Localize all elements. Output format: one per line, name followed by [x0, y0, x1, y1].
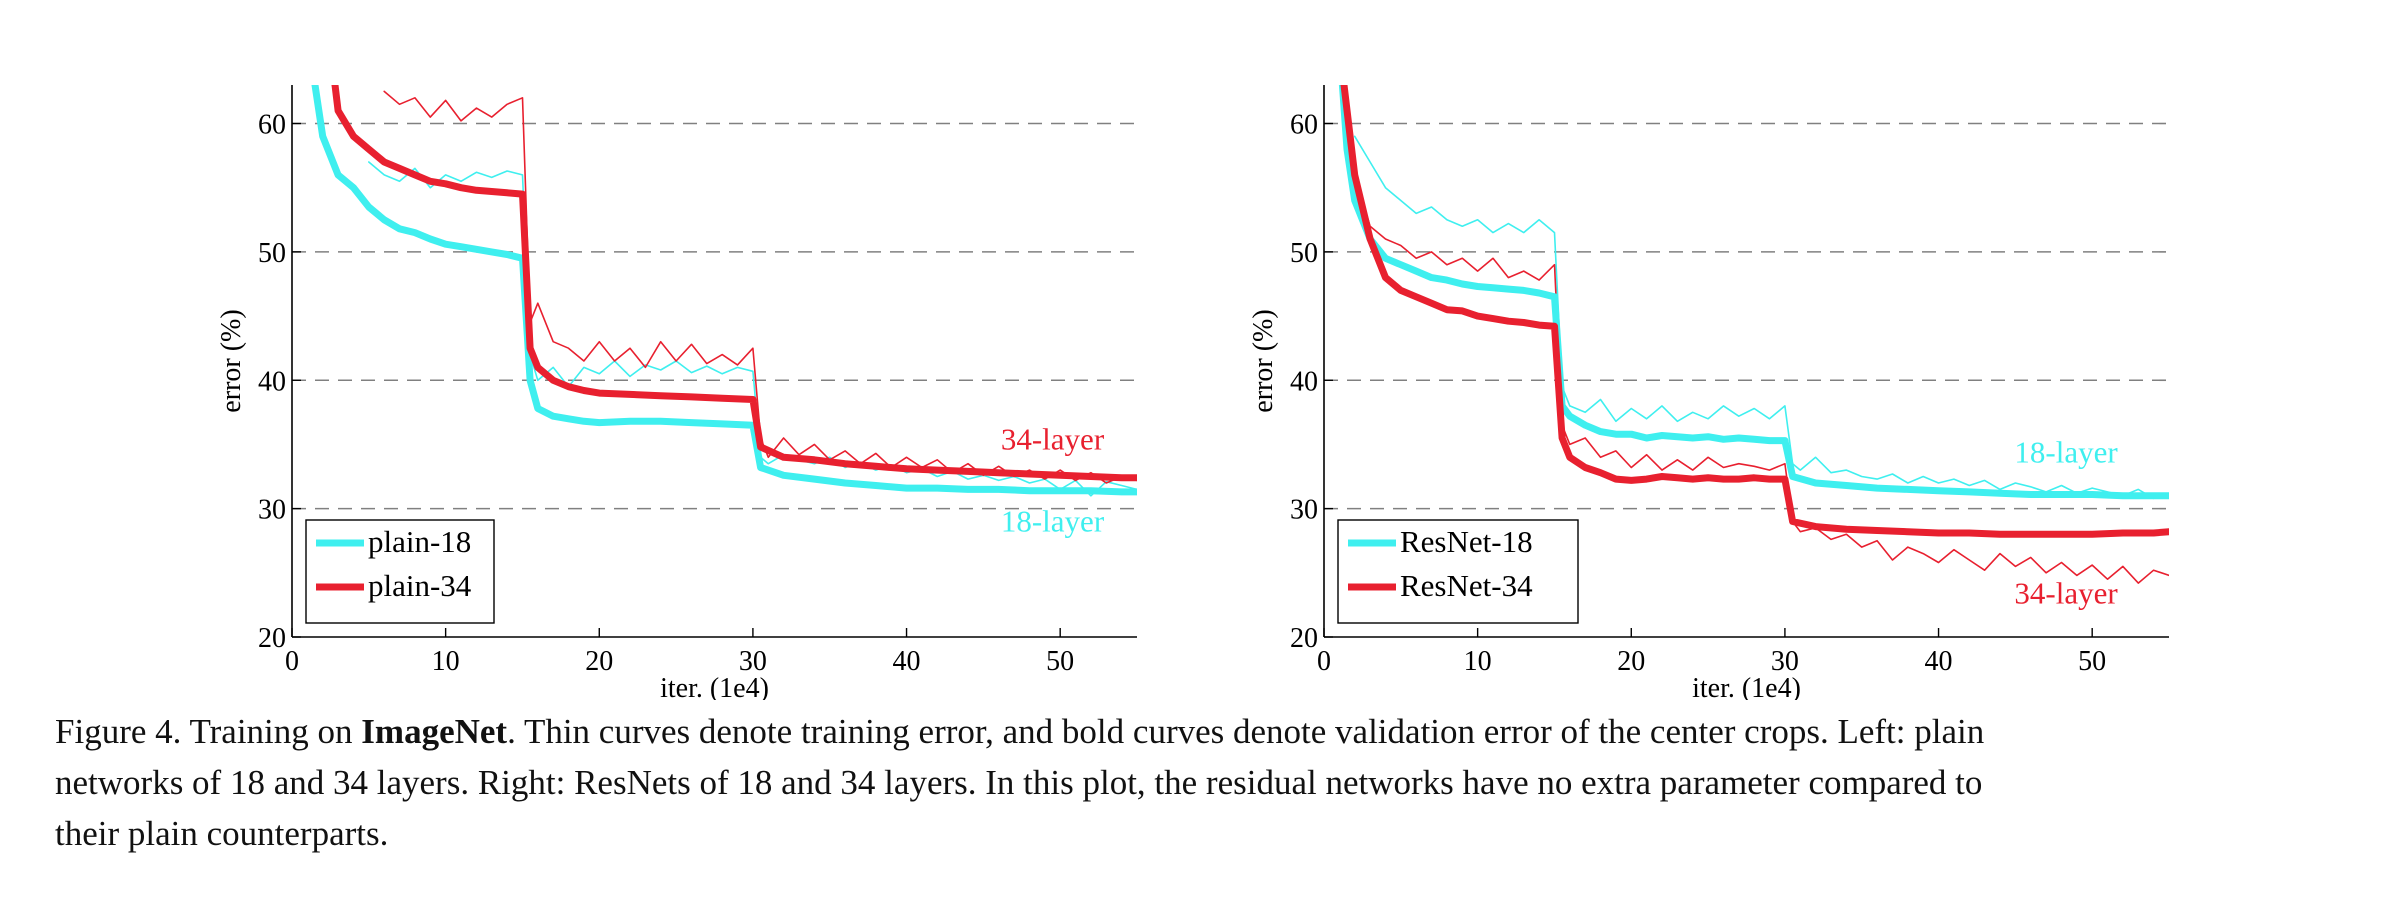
- x-tick-label: 30: [739, 646, 767, 677]
- series-plain-18-validation: [311, 85, 1137, 496]
- legend-label: plain-34: [368, 568, 472, 603]
- y-tick-label: 50: [1290, 238, 1318, 269]
- x-tick-label: 20: [585, 646, 613, 677]
- y-axis-label: error (%): [216, 309, 247, 412]
- series-resnet-18-validation: [1338, 85, 2169, 500]
- series-resnet-34-training: [1353, 174, 2169, 584]
- legend-label: ResNet-34: [1400, 568, 1533, 603]
- annotation-18-layer: 18-layer: [1001, 504, 1105, 539]
- x-tick-label: 10: [432, 646, 460, 677]
- caption-line-1: Figure 4. Training on ImageNet. Thin cur…: [55, 706, 2355, 757]
- y-tick-label: 30: [258, 495, 286, 526]
- x-tick-label: 10: [1464, 646, 1492, 677]
- y-tick-label: 50: [258, 238, 286, 269]
- x-tick-label: 40: [1925, 646, 1953, 677]
- y-tick-label: 20: [258, 623, 286, 654]
- y-tick-label: 60: [1290, 110, 1318, 141]
- series-resnet-18-training: [1353, 135, 2169, 500]
- y-tick-label: 40: [258, 366, 286, 397]
- chart-1: 0 10 20 30 40 50 20 30 40 50 60 iter. (1e4) error (%…: [216, 85, 1137, 700]
- annotation-18-layer: 18-layer: [2014, 434, 2118, 469]
- annotation-34-layer: 34-layer: [1001, 422, 1105, 457]
- y-axis-label: error (%): [1248, 309, 1279, 412]
- x-tick-label: 30: [1771, 646, 1799, 677]
- legend-label: plain-18: [368, 524, 471, 559]
- plot-area: [311, 85, 1137, 497]
- caption-line-1-rest: . Thin curves denote training error, and…: [507, 712, 1985, 751]
- y-tick-label: 60: [258, 110, 286, 141]
- plot-area: [1338, 85, 2169, 584]
- x-axis-label: iter. (1e4): [660, 673, 769, 700]
- series-resnet-34-validation: [1340, 85, 2169, 538]
- x-tick-label: 20: [1617, 646, 1645, 677]
- caption-bold: ImageNet: [361, 712, 508, 751]
- charts-canvas: 0 10 20 30 40 50 20 30 40 50 60 iter. (1e4) error (%…: [216, 85, 2169, 700]
- series-plain-18-training: [367, 161, 1137, 497]
- chart-2: 0 10 20 30 40 50 20 30 40 50 60 iter. (1e4) error (%…: [1248, 85, 2169, 700]
- y-tick-label: 20: [1290, 623, 1318, 654]
- x-tick-label: 0: [285, 646, 299, 677]
- x-tick-label: 0: [1317, 646, 1331, 677]
- legend-box: [1337, 519, 1579, 624]
- legend-box: [305, 519, 495, 624]
- legend-label: ResNet-18: [1400, 524, 1533, 559]
- caption-line-2: networks of 18 and 34 layers. Right: Res…: [55, 763, 1983, 802]
- legend: ResNet-18 ResNet-34: [1337, 519, 1579, 624]
- annotation-34-layer: 34-layer: [2014, 576, 2118, 611]
- y-tick-label: 40: [1290, 366, 1318, 397]
- series-plain-34-validation: [331, 85, 1137, 482]
- y-tick-label: 30: [1290, 495, 1318, 526]
- x-tick-label: 40: [893, 646, 921, 677]
- caption-line-3: their plain counterparts.: [55, 814, 389, 853]
- x-axis-label: iter. (1e4): [1692, 673, 1801, 700]
- figure-caption: Figure 4. Training on ImageNet. Thin cur…: [55, 706, 2355, 859]
- x-tick-label: 50: [1046, 646, 1074, 677]
- x-tick-label: 50: [2078, 646, 2106, 677]
- caption-prefix: Figure 4. Training on: [55, 712, 362, 751]
- legend: plain-18 plain-34: [305, 519, 495, 624]
